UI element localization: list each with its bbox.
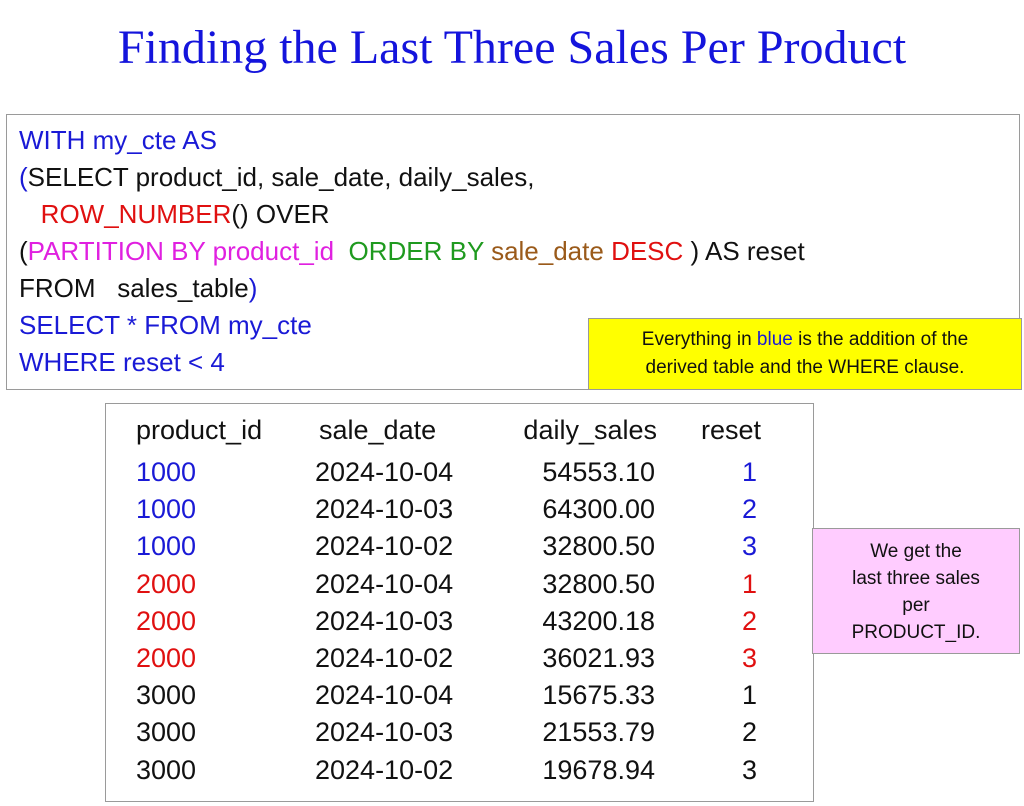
header-daily-sales: daily_sales <box>523 415 657 445</box>
code-token <box>334 236 348 266</box>
code-token: PARTITION BY product_id <box>27 236 335 266</box>
cell-product-id: 1000 <box>136 457 197 487</box>
code-token: SELECT product_id, sale_date, daily_sale… <box>27 162 535 192</box>
cell-daily-sales: 32800.50 <box>542 531 655 562</box>
summary-line: PRODUCT_ID. <box>851 622 981 643</box>
code-line: ROW_NUMBER() OVER <box>19 199 330 229</box>
note-line-2: derived table and the WHERE clause. <box>645 357 965 378</box>
cell-product-id: 2000 <box>136 605 197 636</box>
header-sale-date: sale_date <box>319 415 437 445</box>
code-token: WHERE reset < 4 <box>19 347 225 377</box>
cell-sale-date: 2024-10-04 <box>315 457 454 487</box>
code-line: (PARTITION BY product_id ORDER BY sale_d… <box>19 236 805 266</box>
code-line: WITH my_cte AS <box>19 125 217 155</box>
cell-daily-sales: 15675.33 <box>542 680 655 711</box>
cell-reset: 1 <box>741 457 757 487</box>
cell-reset: 1 <box>741 680 757 711</box>
cell-product-id: 3000 <box>136 754 197 785</box>
note-line-1: Everything in blue is the addition of th… <box>589 326 1021 354</box>
code-token: ) <box>248 273 258 303</box>
cell-daily-sales: 43200.18 <box>542 605 655 636</box>
cell-reset: 2 <box>741 605 757 636</box>
cell-daily-sales: 32800.50 <box>542 568 655 599</box>
cell-sale-date: 2024-10-03 <box>315 494 454 525</box>
code-token <box>484 236 491 266</box>
header-product-id: product_id <box>136 415 263 445</box>
header-reset: reset <box>700 415 761 445</box>
cell-reset: 2 <box>741 494 757 525</box>
code-token: ROW_NUMBER <box>40 199 232 229</box>
summary-line: We get the <box>870 541 962 562</box>
cell-product-id: 1000 <box>136 494 197 525</box>
code-token: () OVER <box>231 199 330 229</box>
cell-daily-sales: 19678.94 <box>542 754 655 785</box>
cell-sale-date: 2024-10-04 <box>315 680 454 711</box>
code-token: FROM sales_table <box>19 273 249 303</box>
code-line: FROM sales_table) <box>19 273 257 303</box>
cell-sale-date: 2024-10-03 <box>315 717 454 748</box>
cell-sale-date: 2024-10-02 <box>315 754 454 785</box>
cell-product-id: 1000 <box>136 531 197 562</box>
note-text: is the addition of the <box>792 329 969 350</box>
cell-daily-sales: 36021.93 <box>542 643 655 673</box>
code-line: (SELECT product_id, sale_date, daily_sal… <box>19 162 535 192</box>
cell-daily-sales: 54553.10 <box>542 457 655 487</box>
cell-product-id: 3000 <box>136 717 197 748</box>
code-token: DESC <box>611 236 684 266</box>
cell-reset: 3 <box>741 754 757 785</box>
cell-sale-date: 2024-10-02 <box>315 531 454 562</box>
summary-note: We get the last three sales per PRODUCT_… <box>812 528 1020 654</box>
result-table: product_id sale_date daily_sales reset 1… <box>105 403 814 802</box>
code-token <box>604 236 611 266</box>
cell-product-id: 3000 <box>136 680 197 711</box>
cell-reset: 2 <box>741 717 757 748</box>
cell-product-id: 2000 <box>136 643 197 673</box>
code-token: ) AS reset <box>683 236 805 266</box>
code-line: WHERE reset < 4 <box>19 347 225 377</box>
cell-reset: 3 <box>741 643 757 673</box>
code-token: ( <box>19 162 28 192</box>
cell-sale-date: 2024-10-03 <box>315 605 454 636</box>
code-token: WITH my_cte AS <box>19 125 217 155</box>
cell-sale-date: 2024-10-02 <box>315 643 454 673</box>
cell-product-id: 2000 <box>136 568 197 599</box>
summary-line: per <box>902 595 930 616</box>
cell-reset: 3 <box>741 531 757 562</box>
code-token: ( <box>19 236 28 266</box>
summary-line: last three sales <box>852 568 980 589</box>
code-token: SELECT * FROM my_cte <box>19 310 312 340</box>
code-line: SELECT * FROM my_cte <box>19 310 312 340</box>
code-token: sale_date <box>491 236 604 266</box>
code-token <box>19 199 41 229</box>
blue-explanation-note: Everything in blue is the addition of th… <box>588 318 1022 390</box>
cell-sale-date: 2024-10-04 <box>315 568 454 599</box>
cell-daily-sales: 64300.00 <box>542 494 655 525</box>
code-token: ORDER BY <box>348 236 484 266</box>
note-highlight-blue: blue <box>756 329 793 350</box>
cell-daily-sales: 21553.79 <box>542 717 655 748</box>
page-title: Finding the Last Three Sales Per Product <box>117 21 907 74</box>
note-text: Everything in <box>641 329 757 350</box>
sql-code-box: WITH my_cte AS (SELECT product_id, sale_d… <box>6 114 1020 390</box>
cell-reset: 1 <box>741 568 757 599</box>
